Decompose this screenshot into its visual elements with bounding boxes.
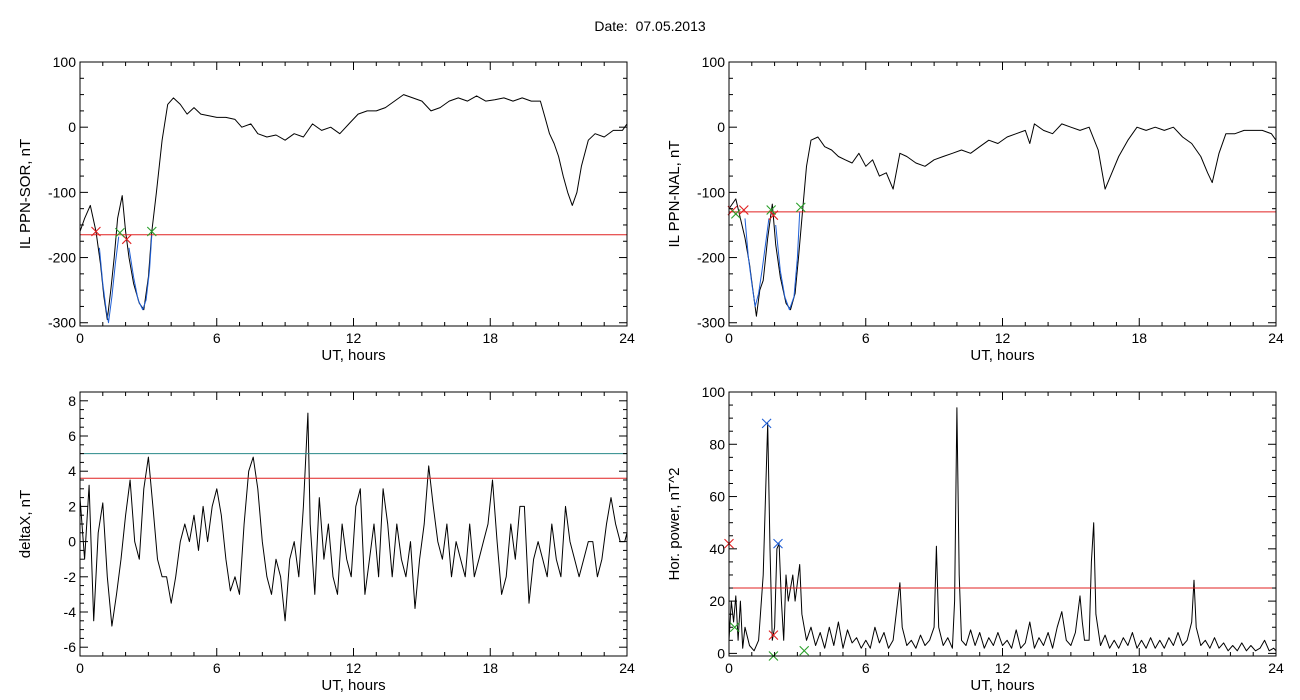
panel-sor: 0 6 12 18 24 -300 -200 -100 0 100 UT, hours IL PPN-… (17, 54, 635, 364)
x-tick-label: 24 (619, 330, 635, 346)
x-tick-label: 18 (482, 330, 498, 346)
x-tick-label: 6 (213, 660, 221, 676)
series-line-0 (729, 407, 1276, 652)
y-axis-label: deltaX, nT (17, 490, 34, 558)
series-line-1 (744, 218, 770, 307)
x-axis-label: UT, hours (970, 347, 1034, 364)
series-line-0 (80, 94, 627, 320)
y-tick-label: 0 (717, 119, 725, 135)
x-tick-label: 6 (862, 660, 870, 676)
x-tick-label: 24 (619, 660, 635, 676)
x-tick-label: 6 (213, 330, 221, 346)
date-header: Date: 07.05.2013 (0, 18, 1300, 34)
y-tick-label: 4 (68, 463, 76, 479)
date-label: Date: (594, 18, 628, 34)
plot-frame (79, 61, 628, 327)
date-value: 07.05.2013 (635, 18, 706, 34)
plot-area (729, 123, 1276, 317)
marker-x-0 (91, 226, 101, 237)
x-axis-label: UT, hours (321, 677, 385, 694)
series-line-0 (80, 412, 627, 627)
y-tick-label: 80 (709, 436, 725, 452)
marker-x-3 (768, 630, 779, 640)
plot-frame (728, 61, 1277, 327)
y-tick-label: 20 (709, 593, 725, 609)
panel-hor: 0 6 12 18 24 0 20 40 60 80 100 UT, hours Hor. power,… (666, 384, 1284, 694)
x-tick-label: 24 (1268, 330, 1284, 346)
y-tick-label: 2 (68, 498, 76, 514)
y-tick-label: -6 (64, 639, 77, 655)
y-tick-label: -4 (64, 604, 77, 620)
x-tick-label: 0 (76, 660, 84, 676)
y-tick-label: 100 (702, 384, 726, 400)
y-tick-label: -200 (48, 250, 76, 266)
marker-x-3 (730, 208, 741, 219)
x-tick-label: 18 (1131, 660, 1147, 676)
x-tick-label: 12 (995, 660, 1011, 676)
y-axis-label: IL PPN-NAL, nT (666, 141, 683, 248)
y-tick-label: 8 (68, 393, 76, 409)
marker-x-4 (729, 622, 740, 633)
marker-x-2 (114, 227, 125, 238)
x-axis-label: UT, hours (970, 677, 1034, 694)
panel-nal: 0 6 12 18 24 -300 -200 -100 0 100 UT, hours IL PPN-… (666, 54, 1284, 364)
marker-x-1 (738, 205, 749, 215)
y-tick-label: 0 (717, 645, 725, 661)
marker-x-0 (761, 418, 772, 429)
y-axis-label: IL PPN-SOR, nT (17, 139, 34, 249)
y-tick-label: 40 (709, 541, 725, 557)
y-tick-label: -100 (697, 184, 725, 200)
y-tick-label: -100 (48, 184, 76, 200)
y-tick-label: -200 (697, 250, 725, 266)
plot-area (80, 412, 627, 627)
marker-x-3 (146, 226, 157, 237)
x-tick-label: 6 (862, 330, 870, 346)
marker-x-1 (773, 538, 783, 549)
marker-x-4 (766, 205, 777, 215)
y-tick-label: -300 (48, 315, 76, 331)
x-tick-label: 12 (346, 660, 362, 676)
series-line-1 (98, 236, 120, 324)
y-tick-label: 100 (702, 54, 726, 70)
y-tick-label: 60 (709, 489, 725, 505)
x-tick-label: 18 (482, 660, 498, 676)
y-tick-label: -2 (64, 569, 77, 585)
y-tick-label: -300 (697, 315, 725, 331)
y-tick-label: 0 (68, 119, 76, 135)
x-tick-label: 18 (1131, 330, 1147, 346)
series-line-2 (128, 234, 153, 311)
y-tick-label: 100 (53, 54, 77, 70)
x-tick-label: 12 (346, 330, 362, 346)
x-tick-label: 0 (725, 660, 733, 676)
x-tick-label: 0 (76, 330, 84, 346)
y-tick-label: 0 (68, 534, 76, 550)
marker-x-2 (768, 210, 779, 221)
y-axis-label: Hor. power, nT^2 (666, 468, 683, 581)
x-tick-label: 0 (725, 330, 733, 346)
series-line-0 (729, 123, 1276, 317)
x-axis-label: UT, hours (321, 347, 385, 364)
x-tick-label: 24 (1268, 660, 1284, 676)
x-tick-label: 12 (995, 330, 1011, 346)
plot-area (80, 94, 627, 324)
plot-frame (79, 391, 628, 657)
marker-x-6 (799, 645, 810, 656)
plot-frame (728, 391, 1277, 657)
series-line-2 (775, 211, 801, 311)
marker-x-5 (795, 202, 806, 213)
y-tick-label: 6 (68, 428, 76, 444)
plot-area (729, 407, 1276, 652)
